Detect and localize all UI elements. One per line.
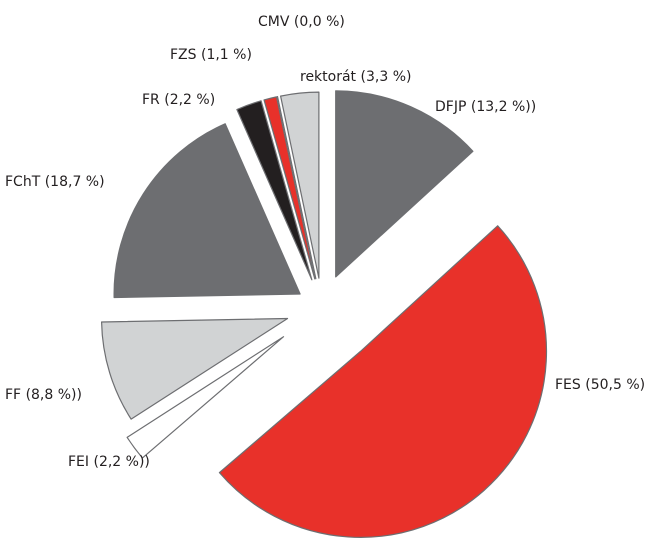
- slice-label: FChT (18,7 %): [5, 174, 105, 190]
- pie-slice: [126, 336, 285, 459]
- label-value: (18,7 %): [45, 174, 105, 190]
- slice-label: DFJP (13,2 %)): [435, 99, 536, 115]
- slice-label: rektorát (3,3 %): [300, 69, 411, 85]
- pie-slice: [113, 123, 301, 299]
- label-category: FF: [5, 387, 21, 403]
- label-value: (1,1 %): [201, 47, 252, 63]
- slice-label: FZS (1,1 %): [170, 47, 252, 63]
- slice-label: CMV (0,0 %): [258, 14, 345, 30]
- label-value: (50,5 %): [585, 377, 645, 393]
- slice-label: FEI (2,2 %)): [68, 454, 150, 470]
- pie-slice: [280, 91, 320, 279]
- slice-label: FR (2,2 %): [142, 92, 215, 108]
- pie-slice: [263, 96, 316, 280]
- label-category: FZS: [170, 47, 197, 63]
- pie-slice: [218, 225, 548, 538]
- label-value: (3,3 %): [361, 69, 412, 85]
- label-category: FES: [555, 377, 581, 393]
- slice-label: FES (50,5 %): [555, 377, 645, 393]
- label-value: (8,8 %)): [26, 387, 82, 403]
- slice-label: FF (8,8 %)): [5, 387, 82, 403]
- pie-slice: [236, 100, 313, 281]
- label-value: (13,2 %)): [471, 99, 536, 115]
- label-category: FEI: [68, 454, 89, 470]
- label-category: rektorát: [300, 69, 357, 85]
- label-value: (0,0 %): [294, 14, 345, 30]
- pie-slice: [335, 90, 474, 278]
- label-category: FR: [142, 92, 160, 108]
- label-category: CMV: [258, 14, 290, 30]
- label-value: (2,2 %)): [93, 454, 149, 470]
- label-category: FChT: [5, 174, 41, 190]
- label-category: DFJP: [435, 99, 466, 115]
- pie-slice: [100, 317, 289, 420]
- label-value: (2,2 %): [164, 92, 215, 108]
- pie-slice: [276, 96, 317, 280]
